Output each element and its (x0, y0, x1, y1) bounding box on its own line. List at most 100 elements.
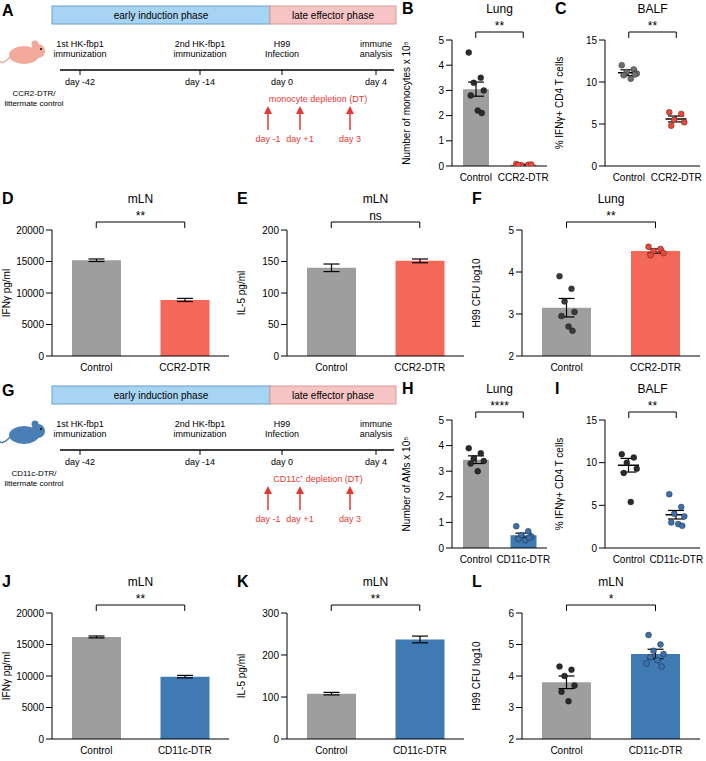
svg-text:3: 3 (438, 85, 444, 96)
svg-text:0: 0 (591, 543, 597, 554)
svg-text:1: 1 (438, 135, 444, 146)
svg-text:CCR2-DTR: CCR2-DTR (630, 362, 681, 373)
svg-text:% IFNγ+ CD4 T cells: % IFNγ+ CD4 T cells (554, 57, 565, 150)
svg-text:monocyte depletion (DT): monocyte depletion (DT) (269, 94, 368, 104)
svg-text:10: 10 (586, 457, 598, 468)
svg-text:late effector phase: late effector phase (292, 390, 375, 401)
svg-text:CD11c-DTR/: CD11c-DTR/ (11, 469, 57, 478)
svg-text:littermate control: littermate control (8, 99, 64, 108)
svg-text:immunization: immunization (53, 429, 106, 439)
svg-text:day -1: day -1 (255, 514, 280, 524)
svg-text:CD11c-DTR: CD11c-DTR (649, 554, 698, 565)
svg-text:1st HK-fbp1: 1st HK-fbp1 (56, 419, 104, 429)
svg-text:ns: ns (369, 209, 382, 223)
svg-text:A: A (8, 2, 14, 19)
svg-text:CCR2-DTR: CCR2-DTR (651, 172, 698, 183)
svg-text:day -1: day -1 (255, 134, 280, 144)
svg-text:15000: 15000 (16, 639, 44, 650)
svg-text:**: ** (371, 592, 381, 606)
svg-text:day -14: day -14 (185, 457, 215, 467)
svg-text:4: 4 (438, 60, 444, 71)
svg-text:day +1: day +1 (286, 514, 313, 524)
svg-text:day 3: day 3 (339, 514, 361, 524)
svg-text:**: ** (648, 19, 658, 33)
svg-text:immunization: immunization (173, 49, 226, 59)
svg-text:0: 0 (591, 161, 597, 172)
svg-text:2nd HK-fbp1: 2nd HK-fbp1 (175, 39, 226, 49)
svg-text:6: 6 (508, 608, 514, 619)
svg-text:10: 10 (586, 77, 598, 88)
svg-text:5: 5 (591, 500, 597, 511)
svg-text:**: ** (495, 19, 505, 33)
svg-text:CD11c-DTR: CD11c-DTR (496, 554, 550, 565)
svg-text:2: 2 (508, 734, 514, 745)
svg-text:2nd HK-fbp1: 2nd HK-fbp1 (175, 419, 226, 429)
svg-text:4: 4 (508, 671, 514, 682)
svg-text:Number of AMs x 10⁵: Number of AMs x 10⁵ (401, 437, 412, 532)
svg-text:**: ** (136, 209, 146, 223)
svg-text:immune: immune (360, 39, 392, 49)
svg-text:1st HK-fbp1: 1st HK-fbp1 (56, 39, 104, 49)
svg-text:1: 1 (438, 517, 444, 528)
svg-text:3: 3 (438, 466, 444, 477)
svg-text:5: 5 (438, 415, 444, 426)
svg-text:*: * (609, 592, 614, 606)
svg-text:10000: 10000 (16, 671, 44, 682)
svg-text:0: 0 (273, 734, 279, 745)
svg-text:100: 100 (262, 692, 279, 703)
svg-text:200: 200 (262, 225, 279, 236)
svg-text:littermate control: littermate control (8, 479, 64, 488)
svg-text:300: 300 (262, 608, 279, 619)
svg-text:day 3: day 3 (339, 134, 361, 144)
svg-text:day -14: day -14 (185, 77, 215, 87)
svg-text:day -42: day -42 (65, 77, 95, 87)
svg-text:CCR2-DTR/: CCR2-DTR/ (12, 89, 56, 98)
svg-text:**: ** (136, 592, 146, 606)
svg-text:immune: immune (360, 419, 392, 429)
svg-text:5000: 5000 (22, 319, 45, 330)
svg-text:5000: 5000 (22, 702, 45, 713)
svg-text:Infection: Infection (265, 49, 299, 59)
svg-text:0: 0 (38, 351, 44, 362)
svg-text:3: 3 (508, 702, 514, 713)
svg-text:****: **** (490, 399, 509, 413)
svg-text:2: 2 (438, 110, 444, 121)
svg-text:day 0: day 0 (271, 77, 293, 87)
svg-text:H99: H99 (274, 39, 291, 49)
svg-text:Control: Control (315, 362, 347, 373)
svg-text:0: 0 (273, 351, 279, 362)
svg-text:early induction phase: early induction phase (114, 10, 209, 21)
svg-text:day 0: day 0 (271, 457, 293, 467)
svg-text:Control: Control (613, 172, 645, 183)
svg-text:CCR2-DTR: CCR2-DTR (498, 172, 549, 183)
svg-text:2: 2 (438, 491, 444, 502)
svg-text:10000: 10000 (16, 288, 44, 299)
svg-text:CD11c-DTR: CD11c-DTR (158, 745, 212, 756)
svg-text:CD11c-DTR: CD11c-DTR (393, 745, 447, 756)
svg-text:IL-5 pg/ml: IL-5 pg/ml (236, 654, 247, 698)
svg-text:Control: Control (550, 362, 582, 373)
svg-text:immunization: immunization (53, 49, 106, 59)
svg-text:day 4: day 4 (365, 77, 387, 87)
svg-text:CD11c-DTR: CD11c-DTR (629, 745, 683, 756)
svg-text:late effector phase: late effector phase (292, 10, 375, 21)
svg-text:H99 CFU log10: H99 CFU log10 (471, 258, 482, 327)
svg-text:2: 2 (508, 351, 514, 362)
svg-text:0: 0 (438, 161, 444, 172)
svg-text:5: 5 (591, 119, 597, 130)
svg-text:H99: H99 (274, 419, 291, 429)
svg-text:15: 15 (586, 415, 598, 426)
svg-text:G: G (8, 382, 14, 399)
svg-text:15000: 15000 (16, 256, 44, 267)
svg-text:**: ** (606, 209, 616, 223)
svg-text:% IFNγ+ CD4 T cells: % IFNγ+ CD4 T cells (554, 438, 565, 531)
svg-text:Control: Control (315, 745, 347, 756)
svg-text:0: 0 (38, 734, 44, 745)
svg-text:H99 CFU log10: H99 CFU log10 (471, 641, 482, 710)
svg-text:IFNγ pg/ml: IFNγ pg/ml (8, 269, 12, 317)
svg-text:5: 5 (438, 35, 444, 46)
svg-text:early induction phase: early induction phase (114, 390, 209, 401)
svg-text:day 4: day 4 (365, 457, 387, 467)
svg-text:0: 0 (438, 543, 444, 554)
svg-text:analysis: analysis (360, 429, 393, 439)
